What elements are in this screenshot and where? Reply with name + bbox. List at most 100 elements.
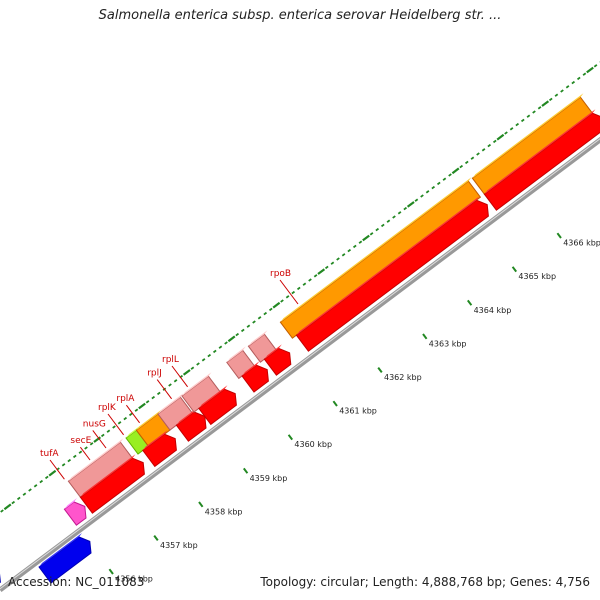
outer-dot (392, 215, 396, 219)
backbone-line (0, 136, 600, 592)
outer-dot (302, 282, 307, 286)
outer-dot (268, 307, 273, 312)
outer-dot (84, 446, 88, 450)
outer-dot (112, 425, 116, 429)
map-title: Salmonella enterica subsp. enterica sero… (98, 8, 502, 23)
gene-tufA-upper-top (68, 438, 124, 482)
outer-dot (227, 335, 236, 343)
ruler-tick-label: 4358 kbp (205, 507, 243, 516)
ruler-tick-label: 4366 kbp (563, 239, 600, 248)
outer-dot (336, 257, 340, 261)
outer-dot (190, 366, 195, 370)
outer-dot (431, 185, 436, 190)
outer-dot (257, 316, 262, 320)
backbone (0, 136, 600, 592)
outer-dot (123, 416, 128, 421)
outer-dot (442, 177, 447, 181)
gene-small-magenta-top (64, 498, 77, 510)
ruler-tick (198, 501, 204, 508)
outer-dot (403, 206, 408, 211)
gene-leader-rpoB (279, 279, 299, 305)
ruler: 4356 kbp 4357 kbp 4358 kbp 4359 kbp 4360 kbp… (108, 232, 600, 584)
outer-dot (509, 127, 514, 131)
outer-dot (145, 400, 150, 404)
outer-dot (571, 80, 576, 85)
gene-rpoC-lower-top (484, 109, 596, 195)
ruler-tick-label: 4363 kbp (429, 339, 467, 348)
ruler-tick (422, 333, 428, 340)
outer-dot (369, 232, 374, 236)
ruler-tick-label: 4362 kbp (384, 373, 422, 382)
gene-leader-rplK (107, 413, 124, 436)
outer-dot (218, 345, 223, 349)
outer-dot (347, 248, 352, 253)
outer-dot (341, 253, 346, 257)
outer-dot (173, 379, 178, 383)
outer-dot (436, 181, 441, 186)
outer-dot (358, 240, 363, 244)
outer-dot (168, 383, 172, 387)
outer-dot (100, 433, 105, 438)
outer-dot (470, 156, 475, 160)
outer-dot (89, 442, 94, 446)
outer-dot (481, 148, 486, 152)
outer-dot (0, 509, 4, 513)
ruler-tick (556, 232, 562, 239)
outer-dot (128, 412, 133, 417)
outer-dot (117, 421, 122, 425)
gene-label-secE: secE (70, 436, 91, 446)
outer-dot (78, 450, 83, 454)
gene-rplK-upper-top (158, 393, 184, 414)
outer-dot (420, 194, 424, 198)
outer-dot (280, 299, 284, 303)
outer-dot (224, 341, 228, 345)
outer-dot (106, 429, 111, 433)
outer-dot (39, 479, 44, 484)
gene-label-rpoB: rpoB (270, 269, 291, 279)
feature-track (0, 93, 600, 584)
gene-rplJ-upper-top (226, 346, 246, 363)
outer-dot (352, 244, 357, 249)
outer-dot (33, 484, 38, 488)
outer-dot (515, 122, 520, 127)
outer-dot (576, 76, 581, 81)
ruler-tick-label: 4365 kbp (518, 272, 556, 281)
outer-dot (554, 93, 559, 97)
outer-dot (492, 139, 497, 144)
outer-dot (235, 332, 240, 337)
outer-dot (156, 391, 161, 396)
outer-dot (11, 500, 16, 505)
outer-dot (464, 160, 469, 165)
gene-label-rplL: rplL (162, 355, 179, 365)
ruler-tick (287, 434, 294, 441)
ruler-tick (108, 568, 114, 575)
outer-dot (285, 295, 290, 299)
outer-dot (397, 211, 402, 215)
gene-label-nusG: nusG (83, 419, 106, 429)
gene-leader-rplL (171, 365, 189, 388)
backbone-highlight (0, 138, 600, 590)
outer-dot (296, 286, 301, 291)
outer-dot (565, 85, 570, 89)
outer-dot (22, 492, 27, 496)
outer-dot (375, 227, 380, 232)
outer-dot (196, 362, 200, 366)
gene-tufA-lower-top (80, 454, 136, 498)
gene-label-rplK: rplK (98, 403, 117, 413)
outer-dot (44, 475, 49, 480)
outer-dot (586, 66, 594, 74)
outer-dot (16, 496, 21, 501)
ruler-tick-label: 4359 kbp (250, 474, 288, 483)
outer-dot (201, 358, 206, 362)
gene-rpoC-lower (483, 112, 600, 211)
gene-nusG-lower (142, 433, 177, 468)
outer-dot (520, 118, 525, 123)
outer-dot (72, 454, 77, 459)
gene-secE-top (126, 426, 140, 438)
gene-rplK-lower-top (176, 408, 197, 426)
outer-dot (246, 324, 251, 328)
outer-dot (560, 89, 564, 93)
outer-dot (324, 265, 329, 270)
outer-dot (582, 72, 587, 76)
